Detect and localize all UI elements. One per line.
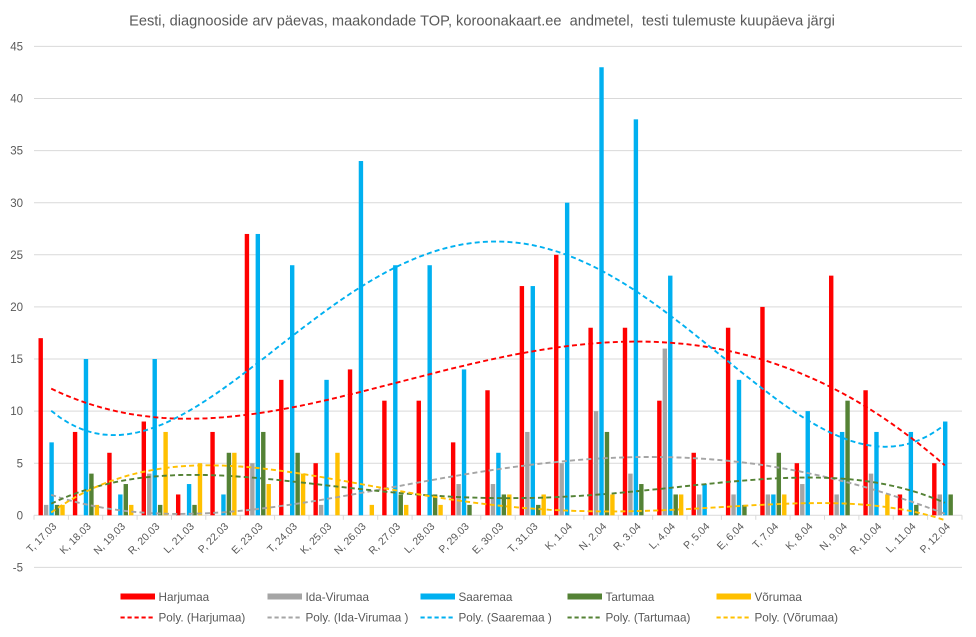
svg-text:20: 20 xyxy=(10,302,23,314)
svg-text:5: 5 xyxy=(17,458,23,470)
svg-text:Poly. (Tartumaa): Poly. (Tartumaa) xyxy=(606,612,691,625)
svg-text:Võrumaa: Võrumaa xyxy=(755,591,803,604)
svg-text:Poly. (Harjumaa): Poly. (Harjumaa) xyxy=(159,612,246,625)
svg-text:0: 0 xyxy=(17,510,23,522)
svg-text:30: 30 xyxy=(10,198,23,210)
svg-text:Poly. (Ida-Virumaa ): Poly. (Ida-Virumaa ) xyxy=(306,612,409,625)
svg-text:25: 25 xyxy=(10,250,23,262)
svg-text:Saaremaa: Saaremaa xyxy=(459,591,513,604)
svg-text:Tartumaa: Tartumaa xyxy=(606,591,655,604)
svg-text:35: 35 xyxy=(10,146,23,158)
svg-text:Poly. (Võrumaa): Poly. (Võrumaa) xyxy=(755,612,839,625)
svg-text:Eesti, diagnooside arv päevas,: Eesti, diagnooside arv päevas, maakondad… xyxy=(129,13,835,29)
svg-text:15: 15 xyxy=(10,354,23,366)
svg-text:45: 45 xyxy=(10,42,23,54)
svg-text:-5: -5 xyxy=(13,563,23,575)
svg-text:40: 40 xyxy=(10,94,23,106)
svg-text:10: 10 xyxy=(10,406,23,418)
svg-text:Poly. (Saaremaa ): Poly. (Saaremaa ) xyxy=(459,612,552,625)
svg-text:Ida-Virumaa: Ida-Virumaa xyxy=(306,591,370,604)
svg-text:Harjumaa: Harjumaa xyxy=(159,591,210,604)
